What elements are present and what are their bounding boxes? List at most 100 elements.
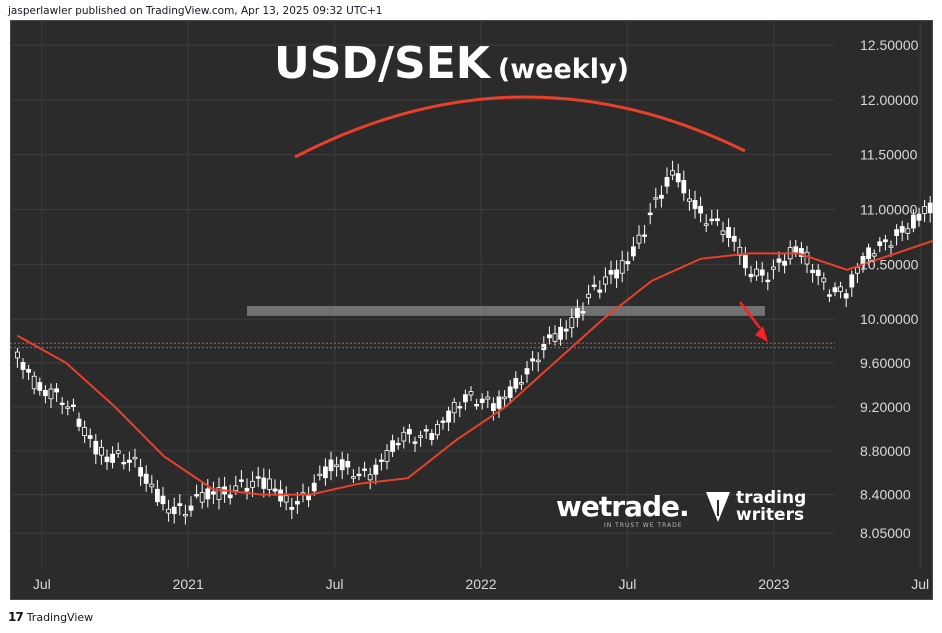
candle-body [65,406,71,409]
candle-body [283,495,289,503]
down-arrow-icon [739,301,768,342]
candle-body [916,213,922,221]
candle-body [378,459,384,462]
candle-body [31,375,37,390]
candle-body [143,473,149,484]
candle-body [429,433,435,441]
candle-body [37,382,43,391]
candle-body [586,293,591,299]
candle-body [922,206,927,214]
candle-body [440,420,446,423]
x-tick-label: 2022 [465,576,496,592]
candle-body [507,386,513,398]
moving-average-line [16,239,933,496]
candle-body [154,488,160,503]
candle-body [771,266,776,270]
candle-body [647,212,653,216]
moving-average-series [16,239,933,496]
candle-body [614,269,619,279]
candle-body [692,200,698,209]
y-tick-label: 12.00000 [860,92,919,108]
candle-body [597,289,603,293]
candle-body [406,428,412,435]
candle-body [743,255,748,269]
y-tick-label: 9.60000 [860,355,911,371]
y-axis: 12.50000 12.00000 11.50000 11.00000 10.50000… [860,37,919,541]
candle-body [345,461,351,468]
candle-body [765,279,771,283]
candle-body [59,402,65,405]
y-tick-label: 10.50000 [860,256,919,272]
wetrade-tagline: IN TRUST WE TRADE [604,522,683,529]
candle-body [350,476,356,479]
candle-body [625,261,631,265]
candle-body [26,368,32,373]
publish-info: jasperlawler published on TradingView.co… [8,5,383,17]
x-tick-label: Jul [326,576,344,592]
candle-body [149,483,155,488]
candle-body [160,495,166,505]
candle-body [871,253,877,257]
candle-body [799,248,804,257]
candle-body [558,326,563,340]
candle-body [888,245,894,248]
candle-body [524,368,530,375]
candle-body [653,197,659,200]
candle-body [367,474,373,481]
candle-body [479,398,485,403]
candle-body [715,218,720,222]
candle-body [703,223,709,226]
tw-line2: writers [736,505,805,525]
wetrade-logo: wetrade. IN TRUST WE TRADE [556,490,690,529]
candle-body [894,229,899,236]
candle-body [905,228,911,234]
candle-body [238,479,244,482]
y-tick-label: 8.40000 [860,487,911,503]
rounded-top-arc [294,95,746,159]
x-tick-label: 2021 [173,576,204,592]
title-main: USD/SEK [274,38,490,89]
candle-body [877,241,883,246]
candle-body [182,513,188,517]
candle-body [261,477,267,489]
candle-body [99,446,104,456]
candle-body [76,418,82,427]
candle-body [664,177,670,187]
candle-body [227,494,233,499]
candle-body [216,487,222,500]
candle-body [166,508,172,514]
candle-body [121,461,127,465]
resistance-zone [247,305,765,316]
candle-body [15,351,20,359]
candle-body [575,308,580,318]
candle-body [132,456,138,460]
tradingview-footer[interactable]: 17 TradingView [8,610,93,624]
candle-body [631,246,636,257]
candle-body [804,251,810,265]
candle-body [883,239,888,243]
candle-body [659,194,664,199]
tradingview-brand: TradingView [26,610,94,624]
x-axis: Jul2021Jul2022Jul2023Jul2024Jul2025Jul20… [33,576,929,592]
candle-body [373,464,379,475]
candle-body [726,226,731,238]
candle-body [334,464,340,468]
candle-body [513,377,519,389]
candle-body [356,473,362,477]
title-sub: (weekly) [497,54,629,85]
candle-body [244,487,250,492]
candle-body [115,450,121,454]
candle-body [776,258,782,263]
candle-body [272,488,278,492]
candle-body [188,505,194,511]
candle-body [591,284,597,287]
candle-body [43,390,48,397]
candle-body [171,506,177,515]
candle-body [311,482,317,492]
candle-body [927,202,933,214]
candle-body [317,473,323,477]
candle-body [457,406,463,409]
y-tick-label: 11.50000 [860,147,918,163]
candle-body [731,235,737,242]
candle-body [810,269,815,274]
